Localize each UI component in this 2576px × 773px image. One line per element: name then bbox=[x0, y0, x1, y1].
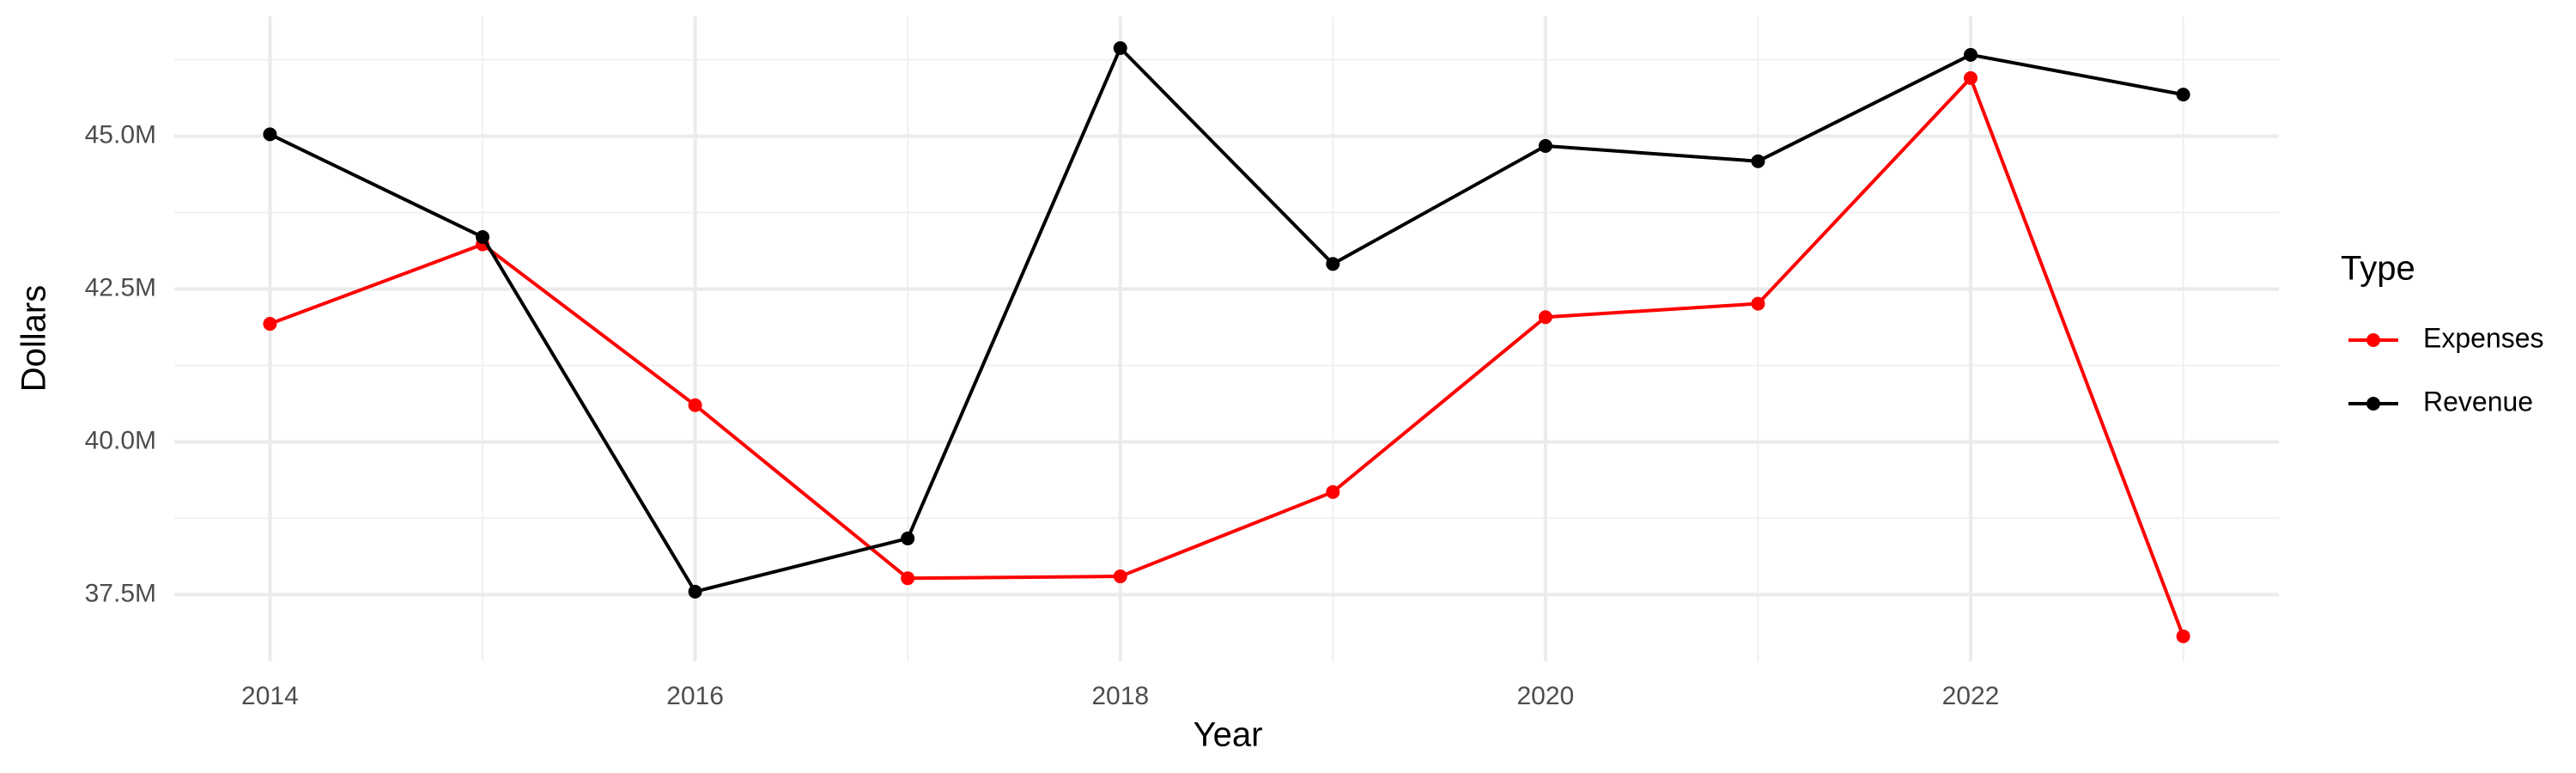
point bbox=[1326, 257, 1340, 271]
legend-title: Type bbox=[2341, 250, 2415, 288]
legend-label: Revenue bbox=[2423, 386, 2533, 417]
x-tick-label: 2022 bbox=[1942, 682, 2000, 710]
point bbox=[901, 531, 915, 545]
point bbox=[1751, 154, 1765, 168]
point bbox=[475, 229, 489, 244]
y-tick-label: 42.5M bbox=[85, 273, 156, 301]
point bbox=[1751, 296, 1765, 311]
point bbox=[263, 127, 277, 142]
y-tick-label: 45.0M bbox=[85, 120, 156, 149]
point bbox=[2176, 629, 2190, 643]
y-axis-title: Dollars bbox=[15, 285, 53, 392]
series-line bbox=[269, 45, 2184, 594]
point bbox=[1113, 569, 1127, 584]
x-tick-label: 2018 bbox=[1091, 682, 1149, 710]
point bbox=[1113, 41, 1127, 56]
series-line bbox=[269, 75, 2185, 637]
y-tick-label: 37.5M bbox=[85, 579, 156, 607]
point bbox=[2176, 88, 2190, 102]
legend-point bbox=[2366, 333, 2380, 347]
point bbox=[688, 584, 702, 599]
point bbox=[1538, 310, 1552, 325]
legend-label: Expenses bbox=[2423, 322, 2544, 353]
x-tick-label: 2020 bbox=[1516, 682, 1574, 710]
x-tick-label: 2016 bbox=[666, 682, 724, 710]
point bbox=[1326, 484, 1340, 499]
x-tick-label: 2014 bbox=[241, 682, 299, 710]
point bbox=[1538, 138, 1552, 153]
point bbox=[263, 317, 277, 332]
y-tick-label: 40.0M bbox=[85, 426, 156, 454]
point bbox=[688, 398, 702, 412]
point bbox=[1964, 70, 1978, 85]
point bbox=[901, 571, 915, 586]
point bbox=[1964, 47, 1978, 62]
x-axis-title: Year bbox=[1194, 716, 1263, 754]
legend-point bbox=[2366, 397, 2380, 411]
